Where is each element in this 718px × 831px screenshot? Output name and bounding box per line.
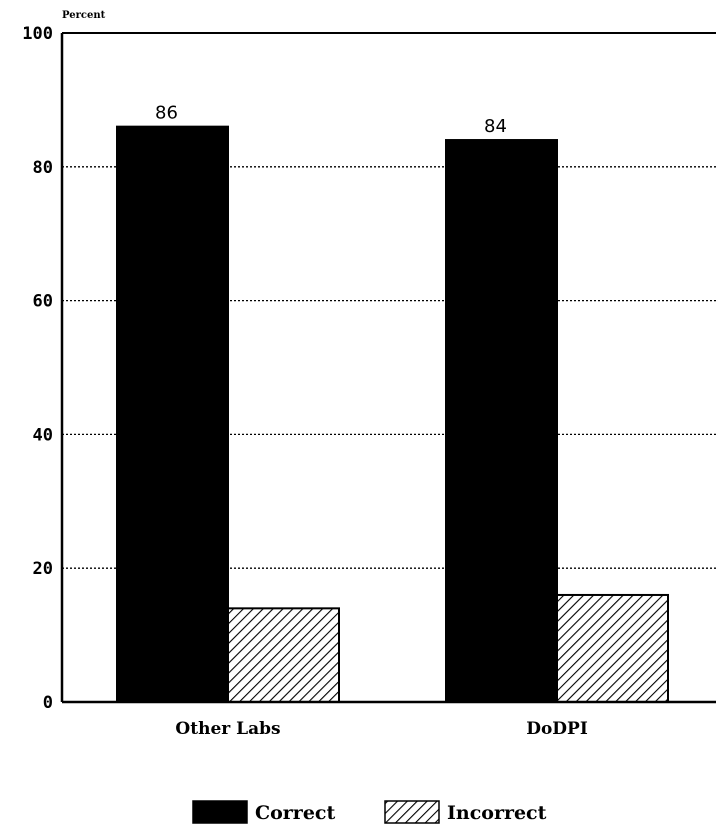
axes	[60, 32, 716, 704]
y-tick-label: 60	[33, 292, 53, 312]
bars	[116, 125, 669, 704]
legend-swatch-correct	[192, 800, 248, 824]
legend-label-incorrect: Incorrect	[447, 802, 547, 824]
bar-incorrect-other-labs	[227, 607, 340, 704]
data-label: 86	[155, 103, 178, 124]
y-tick-label: 100	[22, 24, 53, 44]
y-tick-label: 40	[33, 425, 53, 445]
y-tick-label: 20	[33, 559, 53, 579]
bar-correct-other-labs	[116, 125, 229, 704]
bar-correct-dodpi	[445, 139, 558, 704]
y-tick-label: 0	[43, 693, 53, 713]
legend: Correct Incorrect	[192, 800, 547, 824]
labels: 0 20 40 60 80 100 86 Other Labs 84 DoDPI	[22, 24, 588, 739]
bar-incorrect-dodpi	[556, 593, 669, 704]
x-tick-label: Other Labs	[175, 719, 280, 739]
legend-label-correct: Correct	[255, 802, 335, 824]
x-tick-label: DoDPI	[526, 719, 588, 739]
y-tick-label: 80	[33, 158, 53, 178]
legend-swatch-incorrect	[384, 800, 440, 824]
data-label: 84	[484, 116, 507, 137]
y-axis-label: Percent	[62, 10, 106, 21]
